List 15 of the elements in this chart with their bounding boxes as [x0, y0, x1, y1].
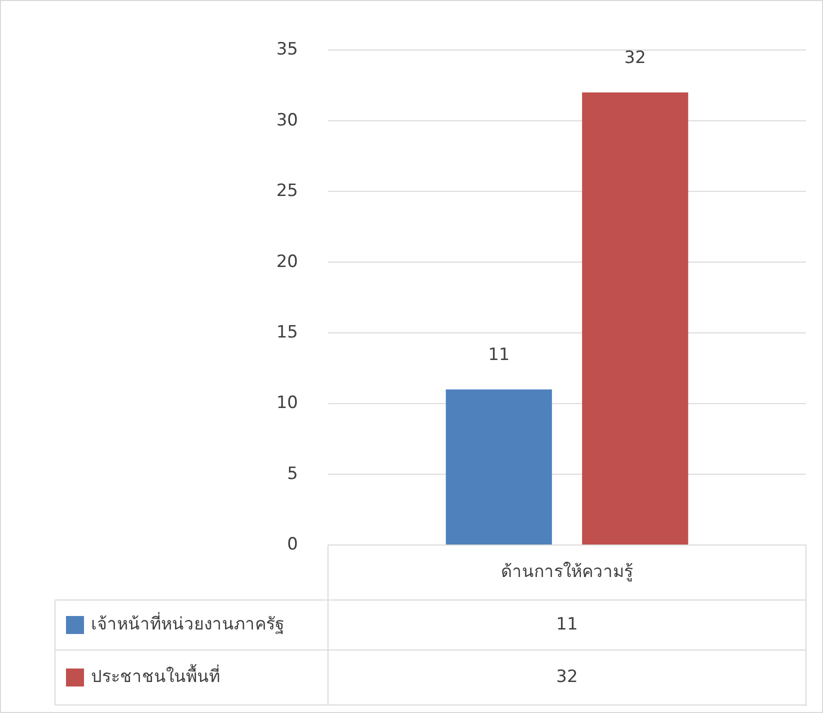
legend-label: ประชาชนในพื้นที่ — [91, 664, 220, 688]
x-tick-label: ด้านการให้ความรู้ — [501, 561, 633, 582]
y-tick-label: 10 — [276, 393, 298, 414]
y-tick-label: 30 — [276, 110, 298, 130]
data-label: 32 — [624, 48, 646, 68]
y-tick-label: 5 — [287, 464, 298, 484]
y-tick-label: 25 — [276, 181, 298, 202]
y-tick-label: 15 — [276, 322, 298, 343]
data-label: 11 — [488, 345, 510, 366]
y-tick-label: 0 — [287, 534, 298, 555]
text: 32 — [556, 667, 578, 688]
legend-label: เจ้าหน้าที่หน่วยงานภาครัฐ — [91, 612, 284, 635]
text: 11 — [556, 614, 578, 635]
y-tick-label: 20 — [276, 252, 298, 272]
y-tick-label: 35 — [276, 40, 298, 60]
